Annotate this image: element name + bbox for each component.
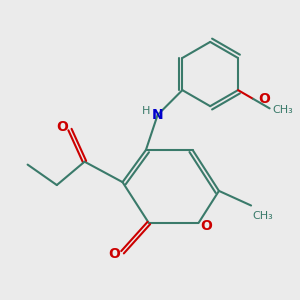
Text: CH₃: CH₃	[253, 211, 273, 221]
Text: CH₃: CH₃	[272, 105, 293, 115]
Text: H: H	[142, 106, 151, 116]
Text: N: N	[152, 108, 164, 122]
Text: O: O	[201, 219, 213, 233]
Text: O: O	[258, 92, 270, 106]
Text: O: O	[108, 247, 120, 261]
Text: O: O	[56, 120, 68, 134]
